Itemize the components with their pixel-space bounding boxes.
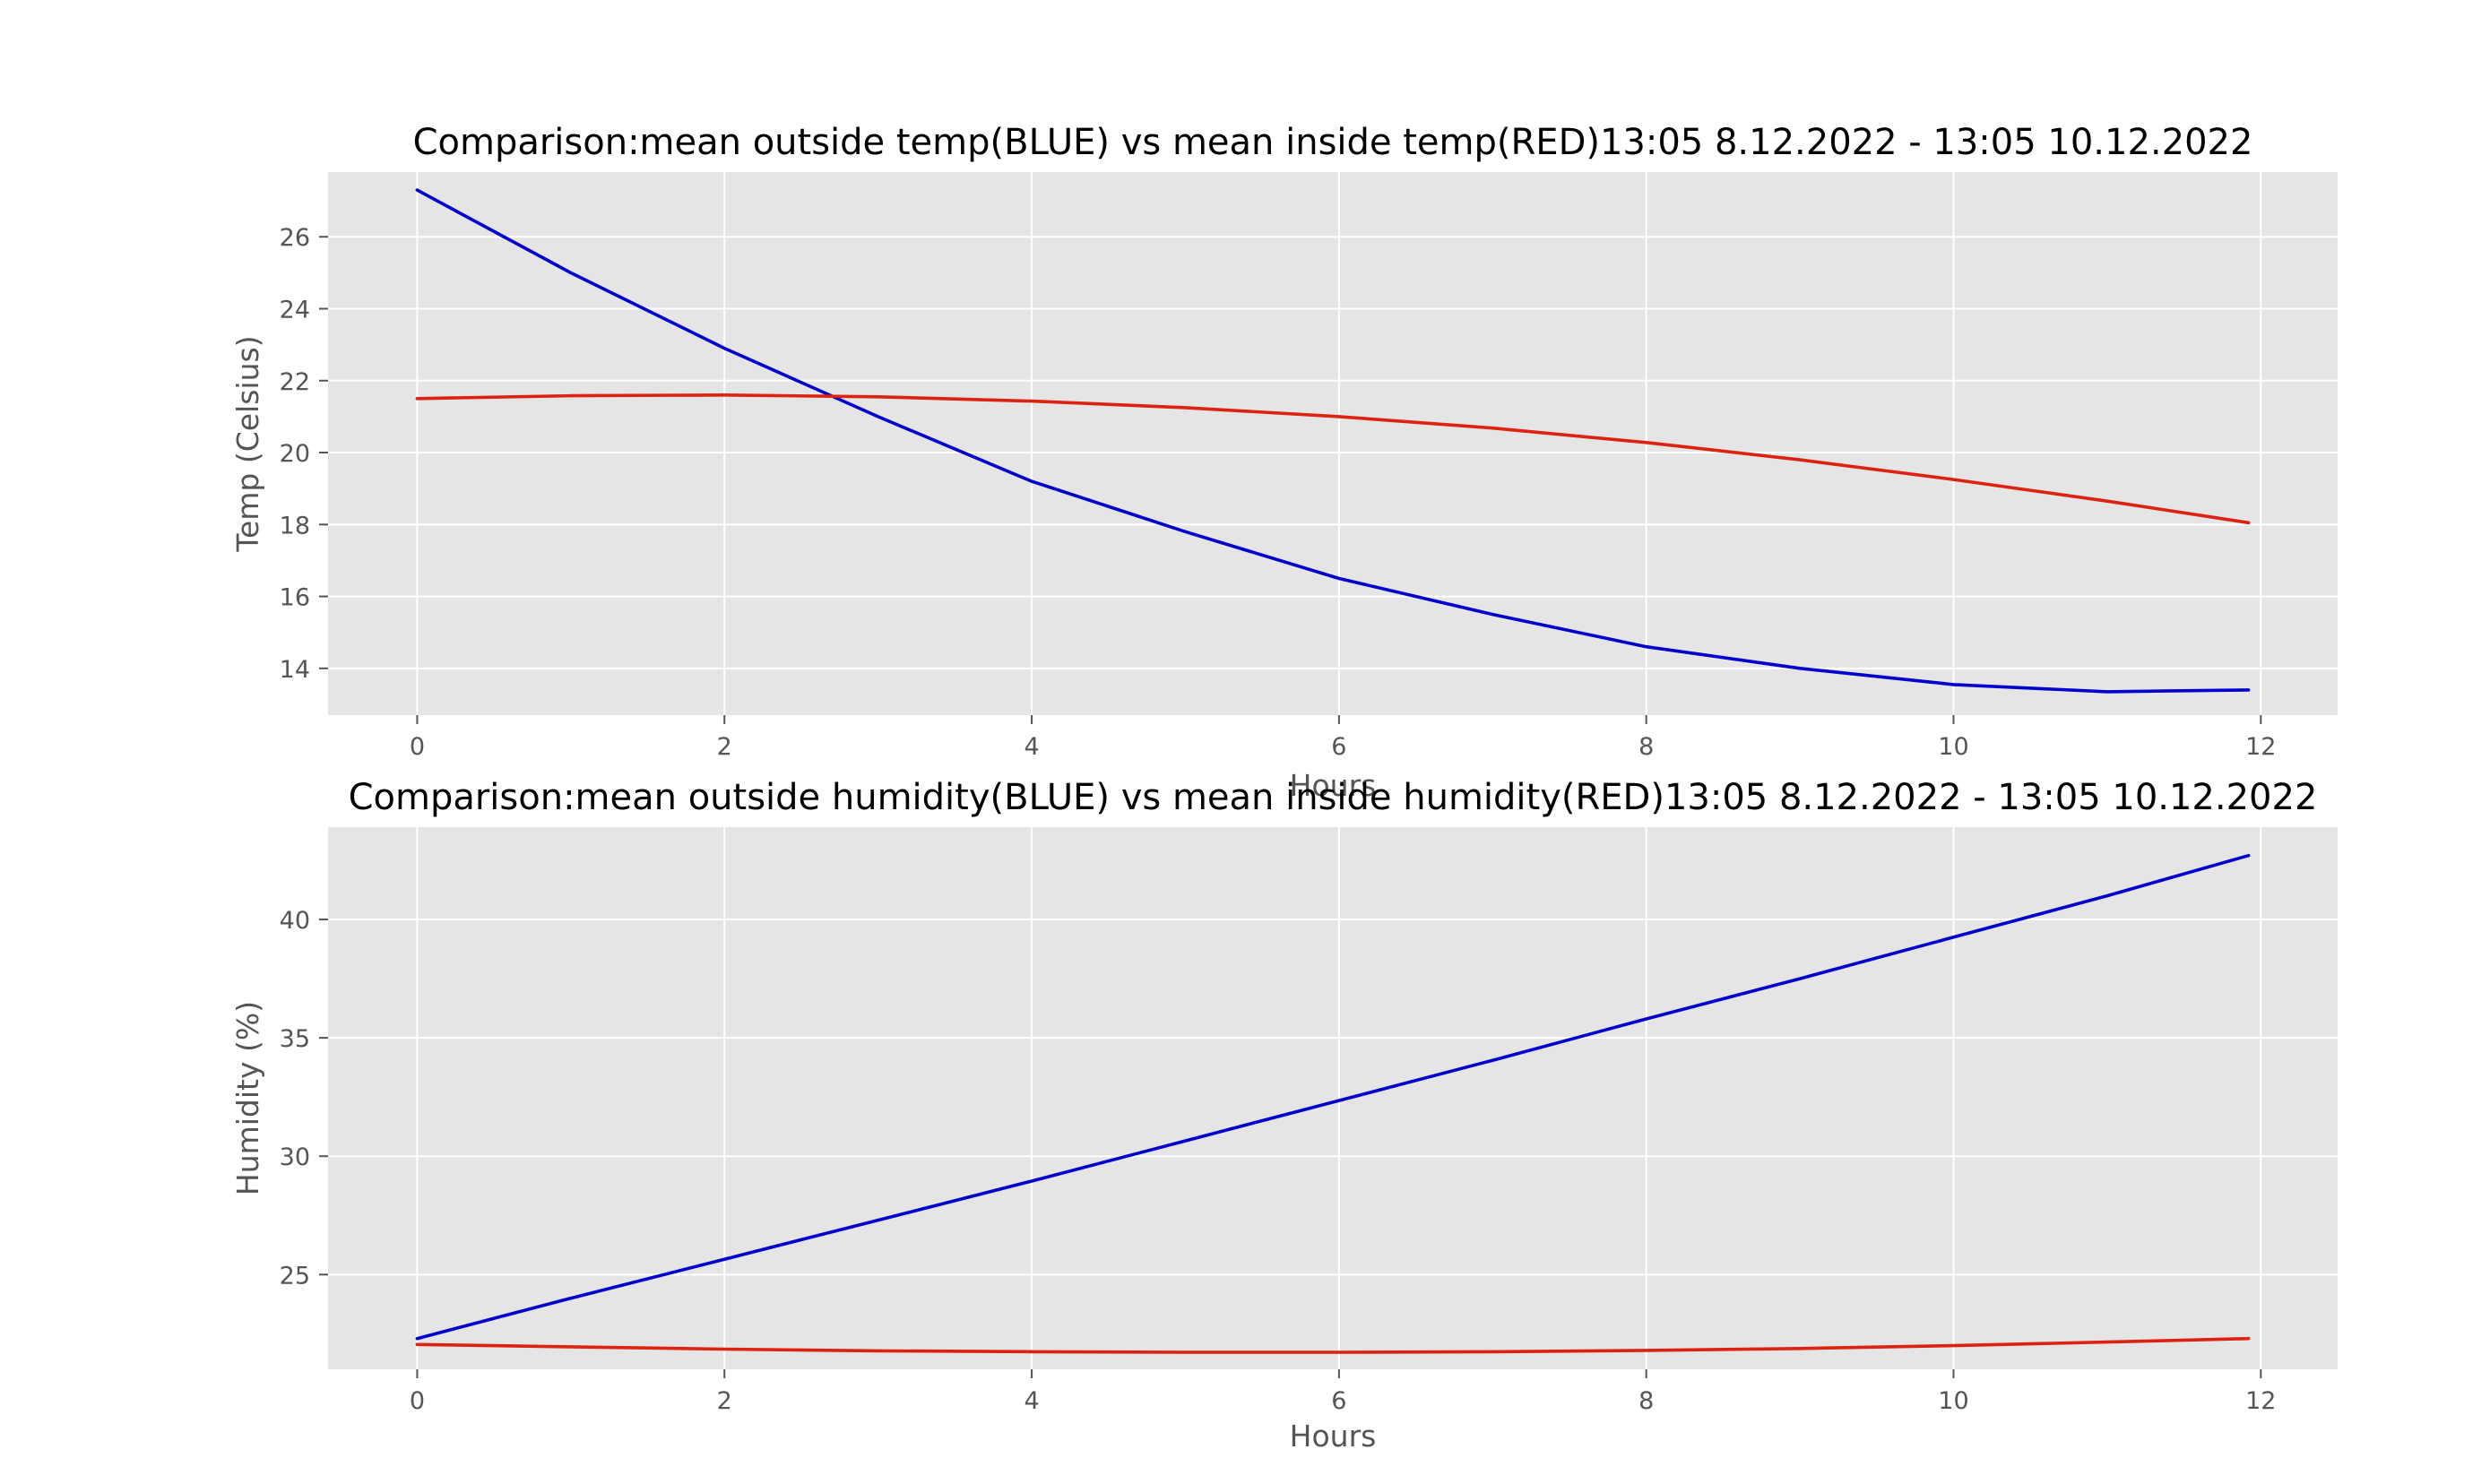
x-tick-label: 0 — [410, 733, 425, 761]
x-tick-label: 4 — [1024, 1387, 1039, 1415]
x-tick-label: 2 — [717, 733, 732, 761]
y-tick-label: 26 — [280, 224, 310, 252]
y-tick-label: 40 — [280, 907, 310, 935]
x-tick-label: 8 — [1638, 733, 1654, 761]
x-tick-label: 6 — [1331, 733, 1346, 761]
x-tick-label: 12 — [2245, 733, 2276, 761]
x-tick-label: 0 — [410, 1387, 425, 1415]
x-tick-label: 12 — [2245, 1387, 2276, 1415]
x-tick-label: 6 — [1331, 1387, 1346, 1415]
plot-area — [328, 827, 2338, 1369]
y-tick-label: 14 — [280, 656, 310, 684]
y-tick-label: 25 — [280, 1262, 310, 1290]
y-axis-label: Temp (Celsius) — [230, 335, 265, 552]
chart-title: Comparison:mean outside humidity(BLUE) v… — [349, 777, 2318, 818]
x-tick-label: 10 — [1938, 1387, 1968, 1415]
x-tick-label: 8 — [1638, 1387, 1654, 1415]
humidity-chart: 0 2 4 6 8 10 12 25 30 35 40 Comparison:mean outside… — [230, 777, 2338, 1454]
series-line-mean-outside-temp — [415, 188, 2251, 694]
series-line-mean-outside-humidity — [415, 853, 2251, 1341]
y-tick-label: 30 — [280, 1143, 310, 1171]
y-tick-label: 22 — [280, 368, 310, 396]
series-line-mean-inside-humidity — [415, 1336, 2251, 1354]
y-tick-label: 20 — [280, 440, 310, 468]
plot-area — [328, 172, 2338, 715]
x-axis-label: Hours — [1290, 768, 1377, 803]
y-tick-label: 16 — [280, 584, 310, 612]
x-axis-label: Hours — [1290, 1419, 1377, 1454]
series-line-mean-inside-temp — [415, 393, 2251, 525]
x-tick-label: 10 — [1938, 733, 1968, 761]
y-axis-label: Humidity (%) — [230, 1001, 265, 1195]
y-tick-label: 24 — [280, 297, 310, 324]
y-tick-label: 18 — [280, 512, 310, 539]
chart-title: Comparison:mean outside temp(BLUE) vs me… — [413, 122, 2253, 163]
x-tick-label: 4 — [1024, 733, 1039, 761]
x-tick-label: 2 — [717, 1387, 732, 1415]
y-tick-label: 35 — [280, 1025, 310, 1053]
